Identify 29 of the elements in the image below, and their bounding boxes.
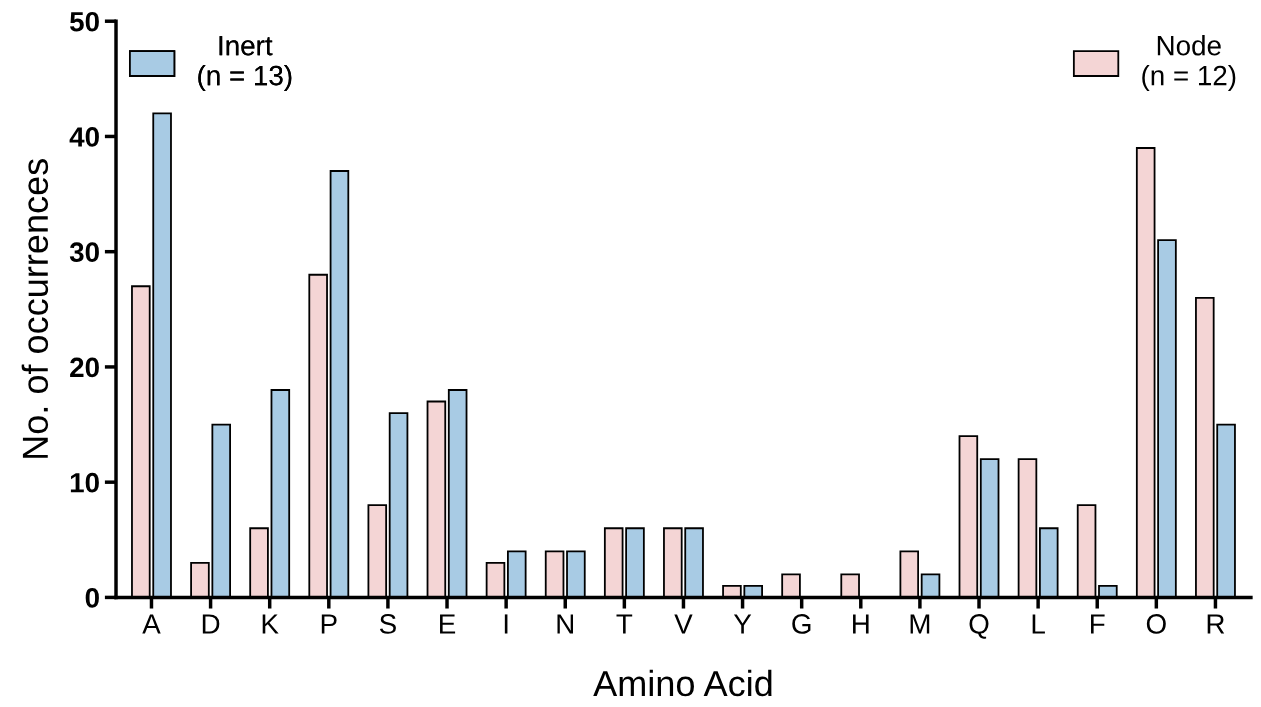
x-tick-label: O	[1146, 614, 1166, 634]
y-tick-label: 30	[69, 242, 99, 263]
y-tick-label: 0	[85, 588, 99, 608]
x-tick-label: S	[379, 614, 396, 634]
legend-label: Inert (n = 13)	[198, 36, 292, 91]
legend-label: Node (n = 12)	[1142, 35, 1236, 91]
x-tick-label: T	[616, 614, 633, 634]
x-tick-label: Y	[733, 614, 752, 634]
y-tick-label: 40	[69, 127, 99, 147]
x-tick-label: Q	[969, 614, 989, 639]
y-tick-label: 50	[70, 11, 99, 32]
x-tick-label: K	[262, 614, 279, 634]
x-tick-label: N	[557, 614, 574, 634]
x-tick-label: R	[1207, 614, 1225, 634]
x-tick-label: I	[504, 614, 508, 634]
x-tick-label: A	[142, 614, 161, 634]
x-tick-label: L	[1032, 614, 1045, 634]
x-tick-label: V	[674, 614, 693, 634]
y-axis-title: No. of occurrences	[21, 159, 49, 458]
x-tick-label: G	[792, 614, 811, 634]
x-tick-label: H	[853, 614, 869, 634]
x-tick-label: E	[440, 614, 456, 634]
x-axis-title: Amino Acid	[593, 669, 772, 697]
y-tick-label: 20	[70, 357, 99, 378]
y-tick-label: 10	[70, 472, 99, 493]
x-tick-label: F	[1091, 614, 1105, 634]
x-tick-label: D	[202, 614, 220, 634]
x-tick-label: M	[910, 614, 930, 634]
x-tick-label: P	[321, 614, 337, 634]
